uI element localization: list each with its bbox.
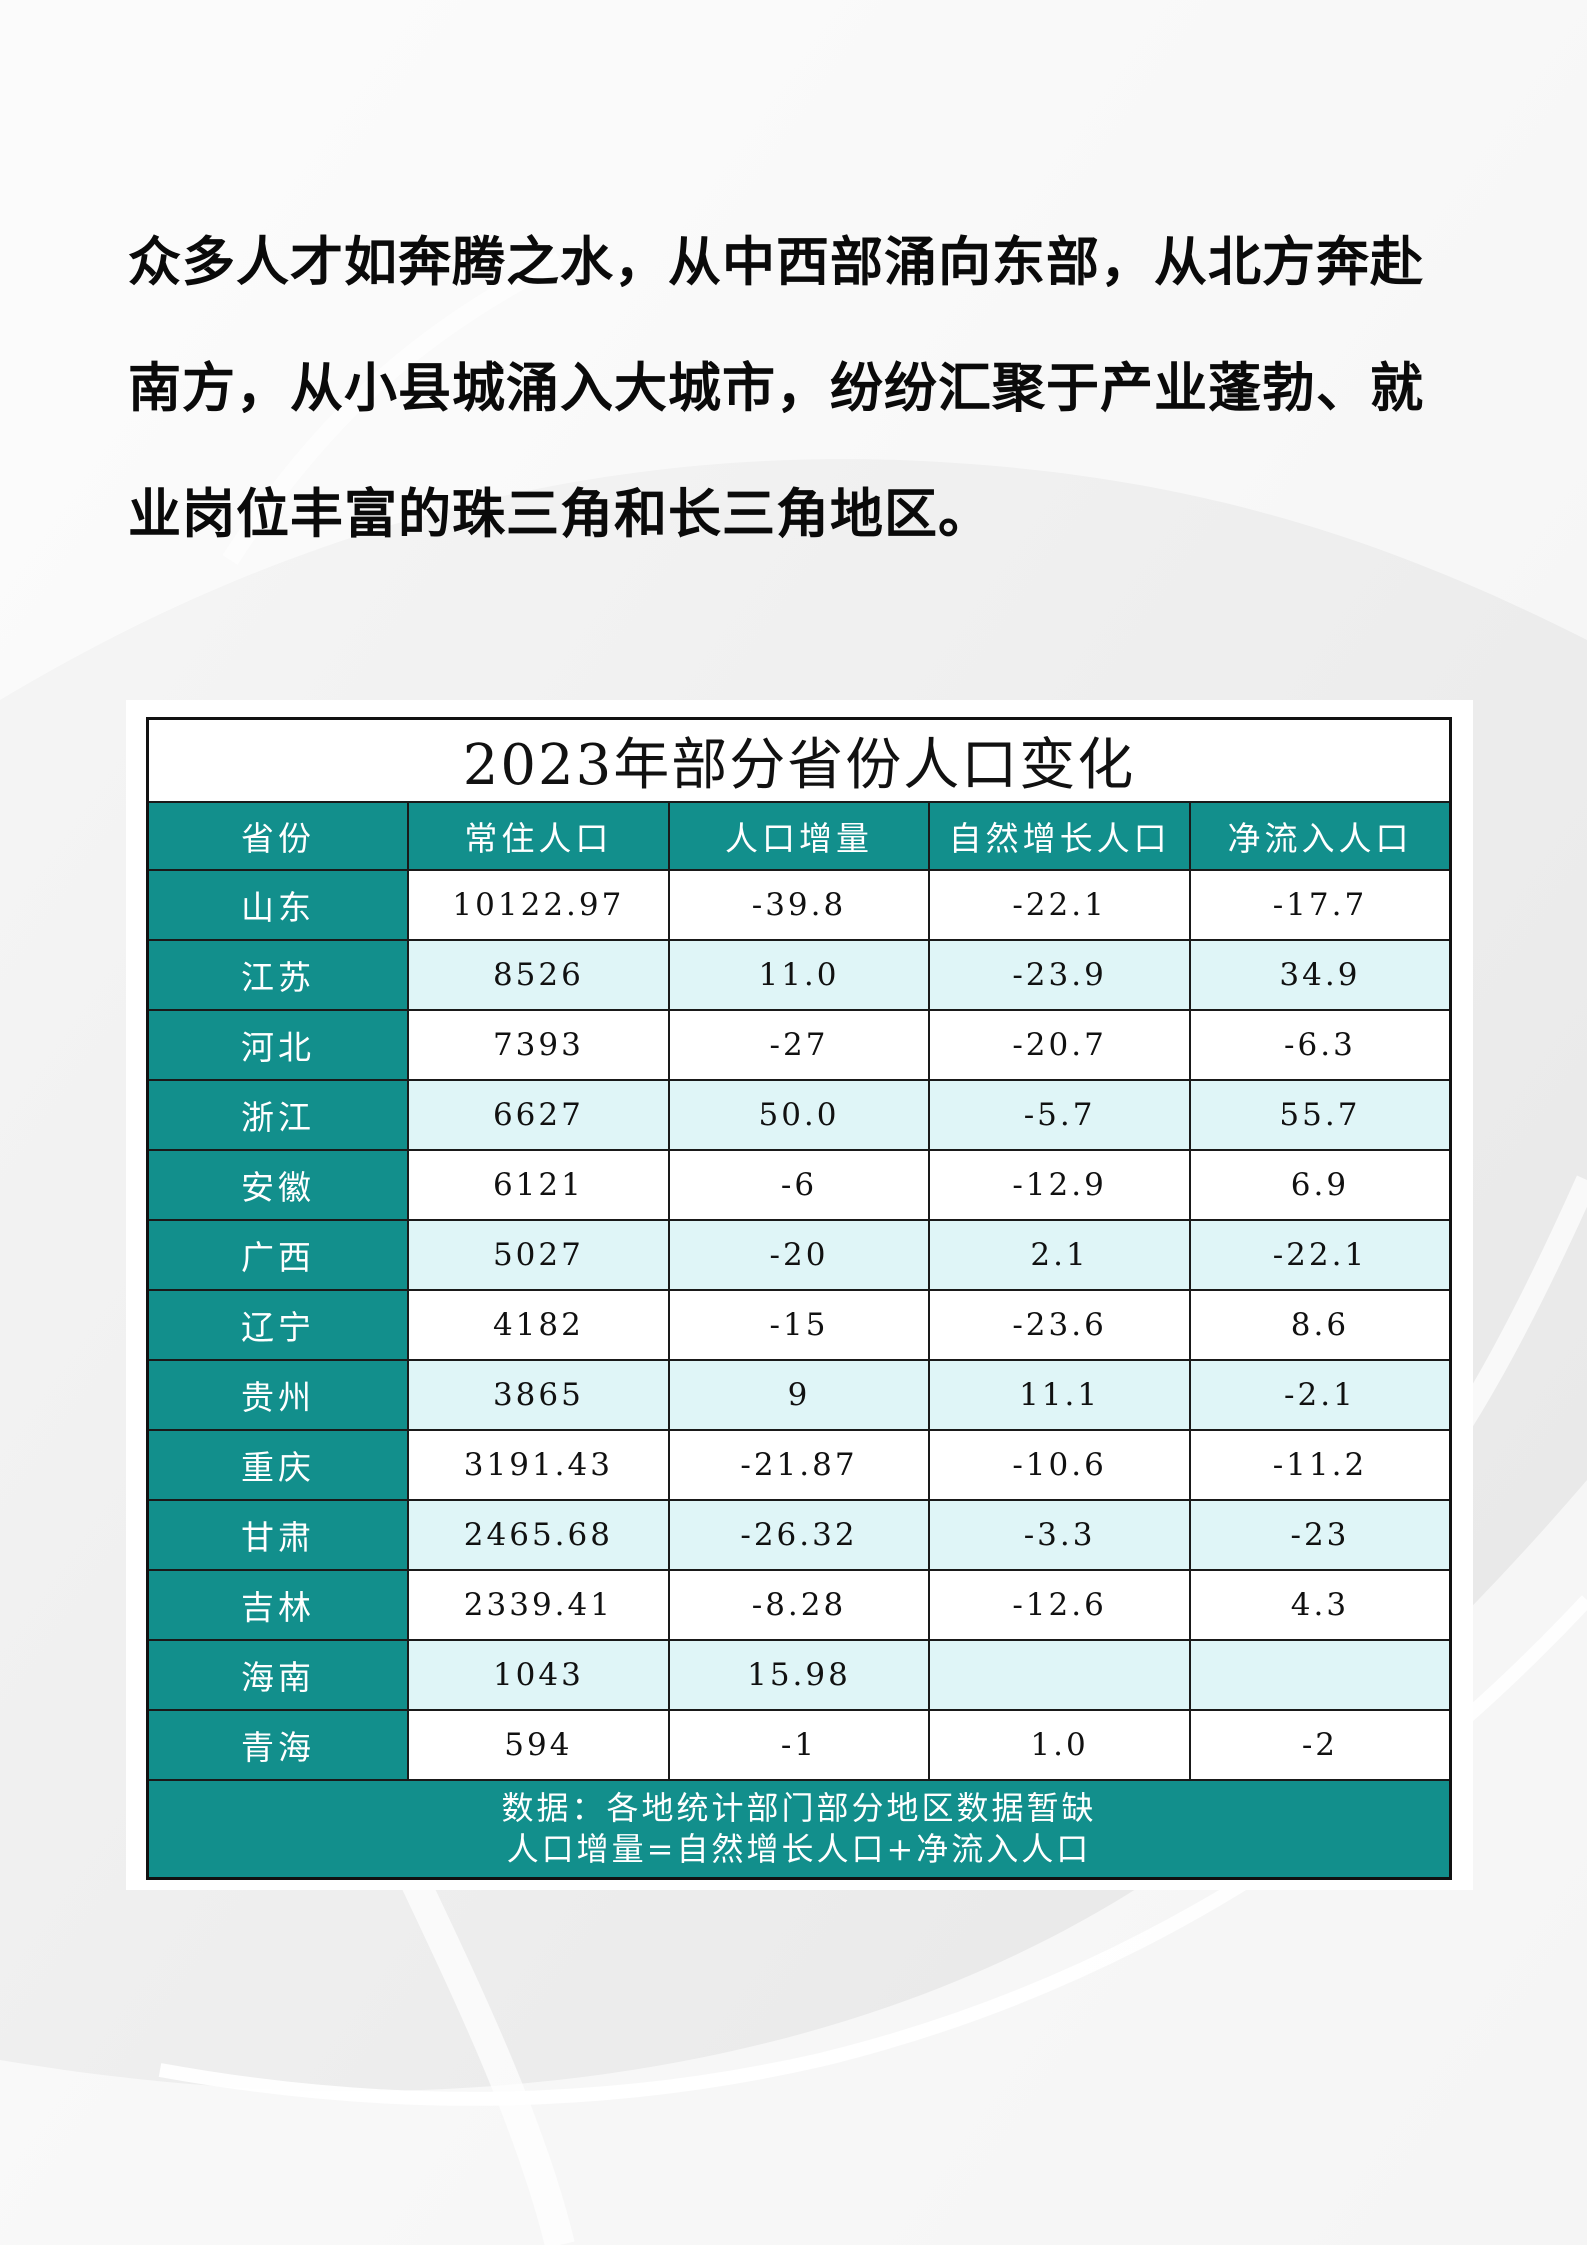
cell-resident-population: 2339.41: [407, 1569, 670, 1641]
cell-population-increase: -27: [667, 1009, 931, 1081]
header-province: 省份: [146, 801, 410, 871]
cell-net-inflow: -23: [1188, 1499, 1452, 1571]
cell-net-inflow: -2.1: [1188, 1359, 1452, 1431]
cell-province: 江苏: [146, 939, 410, 1011]
population-table: 2023年部分省份人口变化 省份 常住人口 人口增量 自然增长人口 净流入人口 …: [146, 717, 1452, 1880]
header-natural-growth: 自然增长人口: [928, 801, 1191, 871]
table-row: 重庆 3191.43 -21.87 -10.6 -11.2: [146, 1429, 1452, 1501]
cell-natural-growth: -12.9: [928, 1149, 1191, 1221]
cell-net-inflow: -2: [1188, 1709, 1452, 1781]
cell-province: 河北: [146, 1009, 410, 1081]
cell-province: 山东: [146, 869, 410, 941]
header-resident-population: 常住人口: [407, 801, 670, 871]
cell-resident-population: 2465.68: [407, 1499, 670, 1571]
table-row: 山东 10122.97 -39.8 -22.1 -17.7: [146, 869, 1452, 941]
cell-population-increase: 50.0: [667, 1079, 931, 1151]
cell-population-increase: -8.28: [667, 1569, 931, 1641]
cell-natural-growth: [928, 1639, 1191, 1711]
cell-resident-population: 7393: [407, 1009, 670, 1081]
cell-resident-population: 3865: [407, 1359, 670, 1431]
cell-population-increase: -20: [667, 1219, 931, 1291]
cell-net-inflow: 34.9: [1188, 939, 1452, 1011]
table-row: 吉林 2339.41 -8.28 -12.6 4.3: [146, 1569, 1452, 1641]
table-title: 2023年部分省份人口变化: [146, 717, 1452, 803]
cell-resident-population: 4182: [407, 1289, 670, 1361]
header-population-increase: 人口增量: [667, 801, 931, 871]
cell-net-inflow: 8.6: [1188, 1289, 1452, 1361]
cell-population-increase: 9: [667, 1359, 931, 1431]
cell-net-inflow: 55.7: [1188, 1079, 1452, 1151]
cell-province: 青海: [146, 1709, 410, 1781]
cell-province: 浙江: [146, 1079, 410, 1151]
cell-natural-growth: -20.7: [928, 1009, 1191, 1081]
cell-net-inflow: -6.3: [1188, 1009, 1452, 1081]
table-row: 浙江 6627 50.0 -5.7 55.7: [146, 1079, 1452, 1151]
header-net-inflow: 净流入人口: [1188, 801, 1452, 871]
cell-province: 安徽: [146, 1149, 410, 1221]
cell-natural-growth: 1.0: [928, 1709, 1191, 1781]
table-row: 安徽 6121 -6 -12.9 6.9: [146, 1149, 1452, 1221]
cell-resident-population: 5027: [407, 1219, 670, 1291]
cell-natural-growth: 2.1: [928, 1219, 1191, 1291]
cell-province: 贵州: [146, 1359, 410, 1431]
cell-natural-growth: -10.6: [928, 1429, 1191, 1501]
cell-province: 吉林: [146, 1569, 410, 1641]
cell-population-increase: -15: [667, 1289, 931, 1361]
table-header-row: 省份 常住人口 人口增量 自然增长人口 净流入人口: [146, 801, 1452, 871]
cell-population-increase: -26.32: [667, 1499, 931, 1571]
table-footer-row: 数据：各地统计部门部分地区数据暂缺 人口增量=自然增长人口+净流入人口: [146, 1779, 1452, 1880]
cell-resident-population: 594: [407, 1709, 670, 1781]
cell-resident-population: 10122.97: [407, 869, 670, 941]
cell-resident-population: 1043: [407, 1639, 670, 1711]
table-row: 青海 594 -1 1.0 -2: [146, 1709, 1452, 1781]
table-row: 广西 5027 -20 2.1 -22.1: [146, 1219, 1452, 1291]
cell-province: 重庆: [146, 1429, 410, 1501]
table-row: 辽宁 4182 -15 -23.6 8.6: [146, 1289, 1452, 1361]
cell-natural-growth: 11.1: [928, 1359, 1191, 1431]
cell-net-inflow: 4.3: [1188, 1569, 1452, 1641]
intro-paragraph: 众多人才如奔腾之水，从中西部涌向东部，从北方奔赴南方，从小县城涌入大城市，纷纷汇…: [128, 232, 1424, 545]
cell-net-inflow: 6.9: [1188, 1149, 1452, 1221]
cell-province: 甘肃: [146, 1499, 410, 1571]
cell-population-increase: -39.8: [667, 869, 931, 941]
cell-natural-growth: -23.6: [928, 1289, 1191, 1361]
cell-net-inflow: -17.7: [1188, 869, 1452, 941]
cell-natural-growth: -22.1: [928, 869, 1191, 941]
cell-population-increase: -21.87: [667, 1429, 931, 1501]
cell-resident-population: 3191.43: [407, 1429, 670, 1501]
cell-population-increase: 15.98: [667, 1639, 931, 1711]
cell-natural-growth: -5.7: [928, 1079, 1191, 1151]
cell-natural-growth: -23.9: [928, 939, 1191, 1011]
cell-province: 辽宁: [146, 1289, 410, 1361]
table-row: 江苏 8526 11.0 -23.9 34.9: [146, 939, 1452, 1011]
cell-population-increase: -6: [667, 1149, 931, 1221]
cell-natural-growth: -3.3: [928, 1499, 1191, 1571]
cell-resident-population: 6627: [407, 1079, 670, 1151]
cell-province: 海南: [146, 1639, 410, 1711]
table-row: 贵州 3865 9 11.1 -2.1: [146, 1359, 1452, 1431]
cell-natural-growth: -12.6: [928, 1569, 1191, 1641]
cell-resident-population: 6121: [407, 1149, 670, 1221]
cell-net-inflow: [1188, 1639, 1452, 1711]
cell-population-increase: -1: [667, 1709, 931, 1781]
table-row: 甘肃 2465.68 -26.32 -3.3 -23: [146, 1499, 1452, 1571]
cell-population-increase: 11.0: [667, 939, 931, 1011]
cell-province: 广西: [146, 1219, 410, 1291]
table-footnote: 数据：各地统计部门部分地区数据暂缺 人口增量=自然增长人口+净流入人口: [146, 1779, 1452, 1880]
table-row: 河北 7393 -27 -20.7 -6.3: [146, 1009, 1452, 1081]
table-row: 海南 1043 15.98: [146, 1639, 1452, 1711]
cell-net-inflow: -22.1: [1188, 1219, 1452, 1291]
footnote-line: 人口增量=自然增长人口+净流入人口: [506, 1830, 1092, 1868]
cell-net-inflow: -11.2: [1188, 1429, 1452, 1501]
footnote-line: 数据：各地统计部门部分地区数据暂缺: [501, 1789, 1097, 1827]
cell-resident-population: 8526: [407, 939, 670, 1011]
